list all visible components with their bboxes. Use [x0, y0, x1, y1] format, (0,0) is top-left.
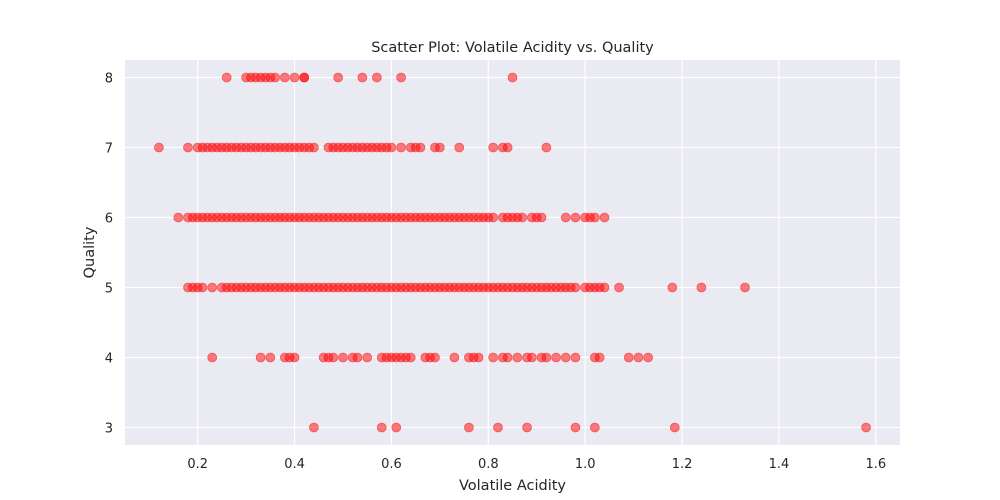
- scatter-point: [309, 142, 319, 153]
- scatter-point: [517, 212, 528, 223]
- y-axis-ticks: 3 4 5 6 7 8: [105, 72, 113, 437]
- y-tick-label: 8: [105, 72, 113, 87]
- scatter-point: [183, 142, 193, 153]
- scatter-point: [560, 212, 571, 223]
- scatter-point: [357, 72, 368, 83]
- scatter-point: [197, 282, 208, 293]
- scatter-point: [328, 352, 339, 363]
- scatter-point: [289, 72, 300, 83]
- scatter-point: [599, 282, 610, 293]
- scatter-point: [464, 422, 474, 433]
- scatter-point: [430, 352, 440, 363]
- x-tick-label: 0.4: [284, 457, 305, 472]
- scatter-point: [289, 352, 300, 363]
- x-tick-label: 1.2: [672, 457, 693, 472]
- scatter-point: [526, 352, 537, 363]
- scatter-point: [502, 142, 513, 153]
- scatter-point: [207, 352, 218, 363]
- scatter-point: [488, 142, 499, 153]
- scatter-point: [512, 352, 523, 363]
- scatter-point: [599, 212, 610, 223]
- scatter-point: [391, 422, 402, 433]
- x-axis-label: Volatile Acidity: [459, 478, 566, 494]
- scatter-point: [696, 282, 707, 293]
- y-tick-label: 7: [105, 142, 113, 157]
- y-tick-label: 5: [105, 282, 113, 297]
- scatter-point: [221, 72, 232, 83]
- scatter-point: [352, 352, 363, 363]
- scatter-point: [541, 352, 552, 363]
- x-tick-label: 0.2: [187, 457, 208, 472]
- scatter-point: [570, 352, 581, 363]
- scatter-point: [740, 282, 750, 293]
- scatter-point: [396, 142, 406, 153]
- x-tick-label: 1.6: [865, 457, 886, 472]
- scatter-point: [405, 352, 416, 363]
- scatter-point: [415, 142, 426, 153]
- scatter-point: [493, 422, 503, 433]
- scatter-point: [173, 212, 184, 223]
- scatter-point: [589, 212, 600, 223]
- scatter-point: [570, 212, 581, 223]
- scatter-point: [643, 352, 654, 363]
- scatter-point: [541, 142, 552, 153]
- scatter-point: [560, 352, 571, 363]
- scatter-point: [633, 352, 644, 363]
- scatter-point: [376, 422, 387, 433]
- scatter-point: [299, 72, 310, 83]
- scatter-point: [507, 72, 518, 83]
- scatter-point: [270, 72, 281, 83]
- scatter-point: [488, 212, 499, 223]
- scatter-point: [488, 352, 499, 363]
- scatter-point: [371, 72, 382, 83]
- scatter-point: [154, 142, 164, 153]
- plot-area: [125, 60, 900, 445]
- y-axis-label: Quality: [82, 226, 98, 278]
- scatter-points: [154, 72, 871, 433]
- x-tick-label: 1.0: [575, 457, 596, 472]
- x-tick-label: 0.6: [381, 457, 402, 472]
- scatter-point: [614, 282, 624, 293]
- scatter-point: [309, 422, 319, 433]
- scatter-point: [362, 352, 373, 363]
- scatter-point: [333, 72, 344, 83]
- scatter-point: [522, 422, 532, 433]
- y-tick-label: 3: [105, 422, 113, 437]
- scatter-point: [589, 422, 600, 433]
- scatter-point: [207, 282, 218, 293]
- scatter-point: [386, 142, 397, 153]
- scatter-point: [454, 142, 465, 153]
- y-tick-label: 6: [105, 212, 113, 227]
- scatter-point: [570, 282, 581, 293]
- scatter-point: [667, 282, 678, 293]
- scatter-point: [265, 352, 276, 363]
- scatter-point: [449, 352, 460, 363]
- scatter-point: [473, 352, 484, 363]
- scatter-point: [338, 352, 348, 363]
- scatter-point: [551, 352, 561, 363]
- scatter-point: [396, 72, 406, 83]
- chart-title: Scatter Plot: Volatile Acidity vs. Quali…: [371, 40, 654, 56]
- x-axis-ticks: 0.2 0.4 0.6 0.8 1.0 1.2 1.4 1.6: [187, 457, 886, 472]
- scatter-point: [669, 422, 680, 433]
- scatter-point: [434, 142, 445, 153]
- x-tick-label: 1.4: [769, 457, 790, 472]
- scatter-point: [502, 352, 513, 363]
- scatter-point: [570, 422, 581, 433]
- scatter-point: [255, 352, 266, 363]
- y-tick-label: 4: [105, 352, 113, 367]
- scatter-point: [594, 352, 605, 363]
- x-tick-label: 0.8: [478, 457, 499, 472]
- scatter-point: [279, 72, 290, 83]
- scatter-point: [861, 422, 871, 433]
- scatter-point: [623, 352, 634, 363]
- scatter-point: [536, 212, 547, 223]
